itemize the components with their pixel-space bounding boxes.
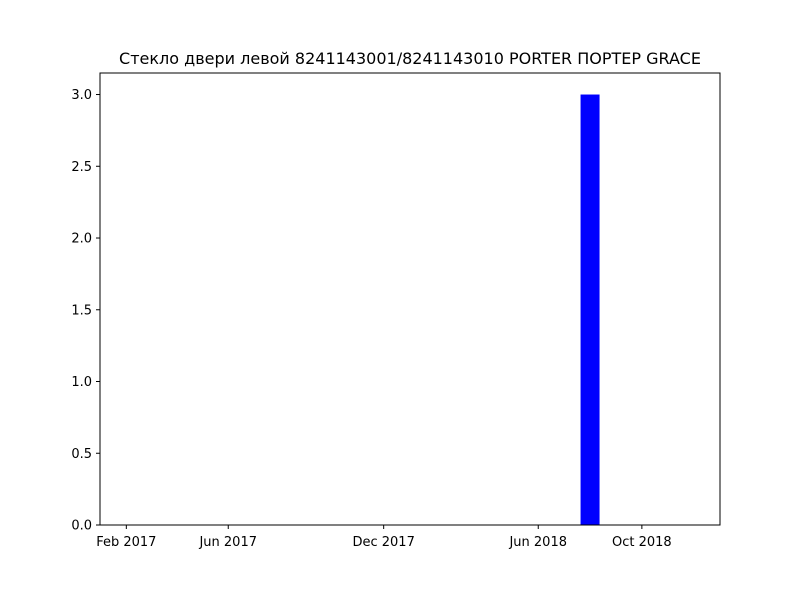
x-tick-label: Oct 2018 bbox=[612, 535, 672, 550]
bar bbox=[580, 94, 600, 526]
y-tick-label: 1.5 bbox=[71, 303, 92, 318]
y-tick-label: 0.0 bbox=[71, 519, 92, 534]
y-tick-label: 2.5 bbox=[71, 160, 92, 175]
plot-frame bbox=[99, 72, 721, 526]
x-tick-label: Jun 2017 bbox=[198, 535, 257, 550]
x-tick-label: Feb 2017 bbox=[96, 535, 156, 550]
y-tick-label: 0.5 bbox=[71, 447, 92, 462]
y-tick-label: 3.0 bbox=[71, 88, 92, 103]
y-tick-label: 1.0 bbox=[71, 375, 92, 390]
y-tick-label: 2.0 bbox=[71, 232, 92, 247]
x-tick-label: Dec 2017 bbox=[352, 535, 414, 550]
chart-title: Стекло двери левой 8241143001/8241143010… bbox=[119, 49, 701, 68]
x-tick-label: Jun 2018 bbox=[508, 535, 567, 550]
plot-area: 0.0 0.5 1.0 1.5 2.0 2.5 3.0 Feb 2017 Jun 2017 Dec… bbox=[71, 72, 721, 550]
